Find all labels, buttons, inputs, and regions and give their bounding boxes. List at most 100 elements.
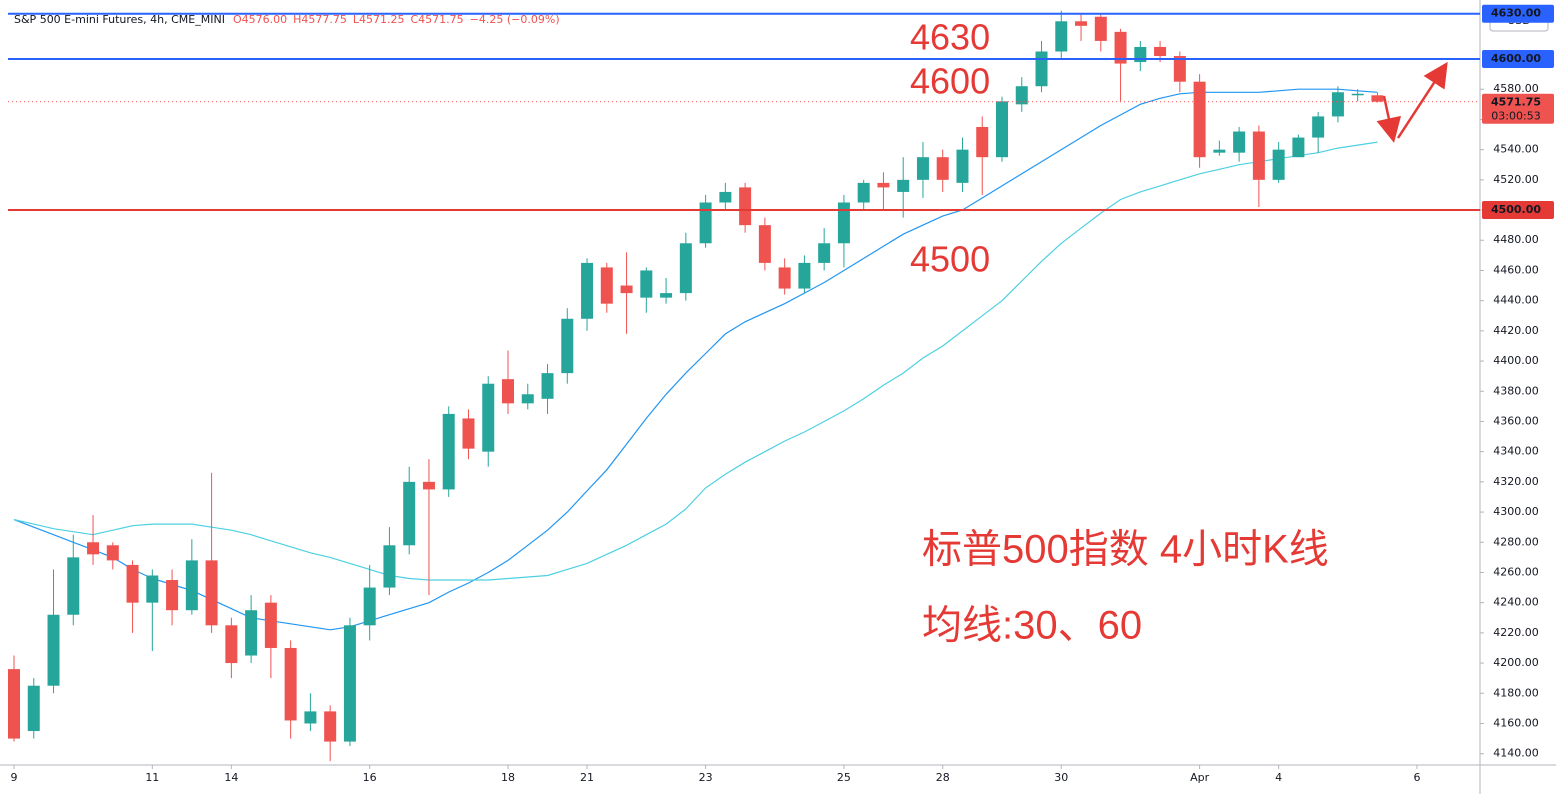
candle-body bbox=[1292, 137, 1305, 158]
candle-body bbox=[699, 202, 712, 244]
y-tick-label: 4340.00 bbox=[1493, 445, 1539, 458]
candle-body bbox=[403, 481, 416, 546]
candle-body bbox=[185, 560, 198, 611]
candle-body bbox=[778, 267, 791, 289]
candle-body bbox=[679, 243, 692, 294]
candle-body bbox=[462, 418, 475, 449]
candle-body bbox=[1213, 149, 1226, 153]
candle-body bbox=[1173, 56, 1186, 82]
candle-body bbox=[1055, 21, 1068, 52]
ohlc-close: C4571.75 bbox=[411, 13, 464, 26]
candle-body bbox=[600, 267, 613, 304]
y-tick-label: 4240.00 bbox=[1493, 596, 1539, 609]
last-price-label: 4571.75 bbox=[1491, 96, 1541, 109]
x-tick-label: 11 bbox=[145, 771, 159, 784]
candle-body bbox=[502, 379, 514, 404]
moving-average bbox=[13, 88, 1378, 631]
candle-body bbox=[758, 225, 771, 263]
candle-body bbox=[146, 575, 159, 603]
x-tick-label: 30 bbox=[1054, 771, 1068, 784]
price-label-box bbox=[1482, 4, 1554, 23]
candle-body bbox=[1075, 21, 1088, 26]
candle-body bbox=[1035, 51, 1048, 87]
y-tick-label: 4320.00 bbox=[1493, 475, 1539, 488]
y-tick-label: 4380.00 bbox=[1493, 384, 1539, 397]
candle-body bbox=[660, 293, 673, 298]
candle-body bbox=[916, 157, 929, 180]
candle-body bbox=[1371, 95, 1384, 102]
candle-body bbox=[1312, 116, 1325, 138]
candle-body bbox=[383, 545, 396, 588]
price-label: 4630.00 bbox=[1491, 7, 1541, 20]
candle-body bbox=[304, 711, 317, 724]
x-tick-label: 9 bbox=[11, 771, 18, 784]
candle-body bbox=[976, 126, 989, 158]
x-tick-label: 6 bbox=[1413, 771, 1420, 784]
candle-body bbox=[936, 157, 949, 180]
price-label-box bbox=[1482, 201, 1554, 220]
y-tick-label: 4460.00 bbox=[1493, 263, 1539, 276]
candle-body bbox=[126, 564, 139, 603]
candle-body bbox=[561, 318, 574, 374]
y-tick-label: 4580.00 bbox=[1493, 82, 1539, 95]
x-tick-label: 16 bbox=[363, 771, 377, 784]
candle-body bbox=[422, 481, 435, 490]
candle-body bbox=[996, 101, 1008, 158]
x-tick-label: 28 bbox=[936, 771, 950, 784]
price-label-box bbox=[1482, 50, 1554, 69]
y-tick-label: 4260.00 bbox=[1493, 565, 1539, 578]
y-tick-label: 4140.00 bbox=[1493, 747, 1539, 760]
candle-body bbox=[1193, 81, 1206, 158]
ohlc-low: L4571.25 bbox=[353, 13, 405, 26]
candle-body bbox=[1272, 149, 1285, 180]
candle-body bbox=[343, 625, 356, 742]
candle-body bbox=[166, 580, 179, 611]
x-tick-label: 14 bbox=[224, 771, 238, 784]
annotation: 4500 bbox=[910, 239, 990, 280]
moving-average bbox=[13, 141, 1378, 581]
y-tick-label: 4280.00 bbox=[1493, 535, 1539, 548]
candle-body bbox=[1094, 16, 1107, 41]
candle-body bbox=[1331, 92, 1344, 117]
x-tick-label: 23 bbox=[699, 771, 713, 784]
annotation: 4600 bbox=[910, 61, 990, 102]
candle-body bbox=[739, 187, 752, 226]
candle-body bbox=[956, 149, 969, 183]
candle-body bbox=[47, 614, 60, 686]
candle-body bbox=[818, 243, 831, 263]
symbol: S&P 500 E-mini Futures, 4h, CME_MINI bbox=[14, 13, 225, 26]
candle-body bbox=[363, 587, 376, 626]
candle-body bbox=[877, 182, 890, 188]
candle-body bbox=[1252, 131, 1265, 180]
candle-body bbox=[640, 270, 653, 298]
candle-body bbox=[8, 669, 20, 739]
annotation: 4630 bbox=[910, 17, 990, 58]
annotation: 标普500指数 4小时K线 bbox=[922, 528, 1329, 572]
candle-body bbox=[521, 394, 534, 404]
x-tick-label: 25 bbox=[837, 771, 851, 784]
candle-body bbox=[324, 711, 337, 742]
candle-body bbox=[837, 202, 850, 244]
candle-body bbox=[1114, 31, 1127, 64]
x-tick-label: 21 bbox=[580, 771, 594, 784]
candle-body bbox=[719, 191, 732, 203]
candle-body bbox=[1154, 46, 1167, 57]
y-tick-label: 4180.00 bbox=[1493, 686, 1539, 699]
y-tick-label: 4540.00 bbox=[1493, 143, 1539, 156]
y-tick-label: 4360.00 bbox=[1493, 414, 1539, 427]
annotation: 均线:30、60 bbox=[922, 604, 1142, 648]
y-tick-label: 4200.00 bbox=[1493, 656, 1539, 669]
x-tick-label: 4 bbox=[1275, 771, 1282, 784]
price-label: 4500.00 bbox=[1491, 203, 1541, 216]
candle-body bbox=[205, 560, 218, 626]
y-tick-label: 4400.00 bbox=[1493, 354, 1539, 367]
y-tick-label: 4220.00 bbox=[1493, 626, 1539, 639]
candle-body bbox=[857, 182, 870, 203]
candle-body bbox=[581, 262, 594, 319]
y-tick-label: 4300.00 bbox=[1493, 505, 1539, 518]
candle-body bbox=[482, 383, 495, 452]
y-tick-label: 4160.00 bbox=[1493, 716, 1539, 729]
candle-body bbox=[1015, 86, 1028, 105]
